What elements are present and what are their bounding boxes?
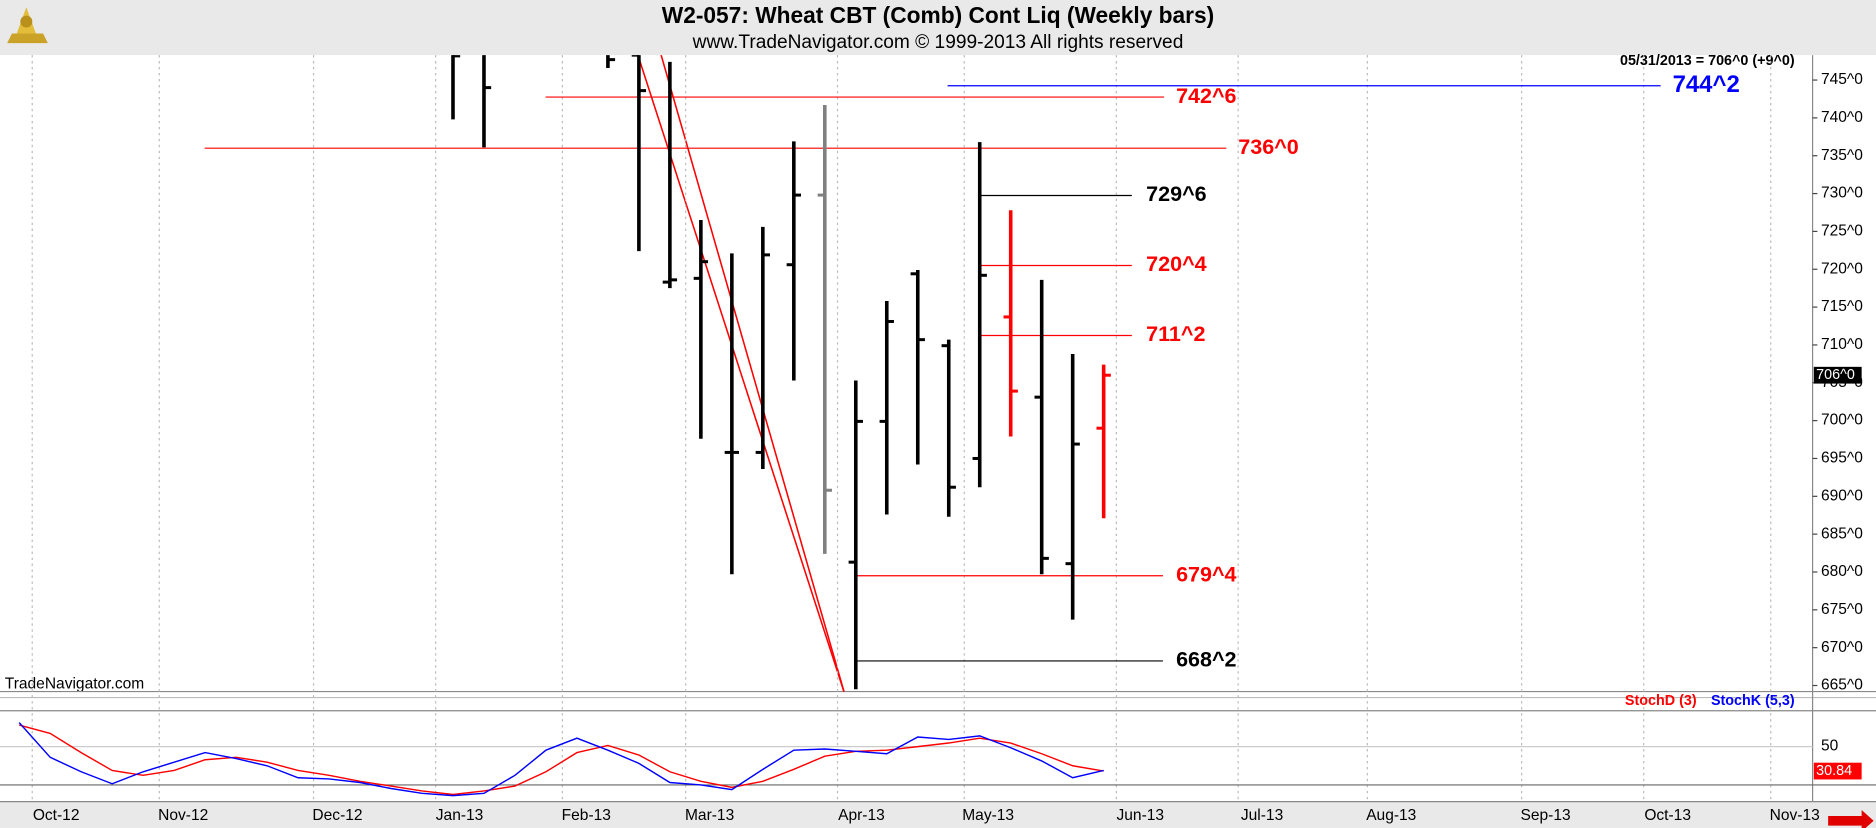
x-tick-label: Mar-13 — [685, 807, 734, 824]
level-label: 711^2 — [1146, 322, 1205, 346]
x-tick-label: Sep-13 — [1521, 807, 1571, 824]
y-tick-label: 735^0 — [1821, 147, 1863, 164]
y-tick-label: 730^0 — [1821, 185, 1863, 202]
y-tick-label: 710^0 — [1821, 336, 1863, 353]
scroll-arrow[interactable] — [1828, 810, 1874, 828]
y-tick-label: 715^0 — [1821, 298, 1863, 315]
header-bg — [0, 0, 1876, 56]
quote: 05/31/2013 = 706^0 (+9^0) — [1620, 53, 1795, 69]
y-tick-label: 685^0 — [1821, 525, 1863, 542]
y-tick-label: 740^0 — [1821, 109, 1863, 126]
series-line — [19, 724, 1104, 796]
legend-entry: StochD (3) — [1625, 693, 1697, 709]
level-label: 744^2 — [1673, 71, 1740, 98]
watermark: TradeNavigator.com — [5, 676, 144, 693]
last-value-label: 30.84 — [1816, 763, 1852, 779]
trend-line — [660, 55, 845, 692]
x-axis-bg — [0, 801, 1876, 828]
trend-lines — [637, 55, 845, 692]
y-tick-label: 725^0 — [1821, 223, 1863, 240]
y-tick-label: 680^0 — [1821, 563, 1863, 580]
x-tick-label: Feb-13 — [562, 807, 611, 824]
last-price-label: 706^0 — [1816, 367, 1855, 383]
level-label: 668^2 — [1176, 648, 1236, 672]
x-tick-label: May-13 — [962, 807, 1014, 824]
y-tick-label: 50 — [1821, 738, 1839, 755]
logo — [7, 7, 48, 44]
bars — [451, 55, 1111, 690]
y-tick-label: 720^0 — [1821, 260, 1863, 277]
level-label: 742^6 — [1176, 84, 1236, 108]
last-value-box — [1813, 762, 1862, 780]
y-tick-label: 700^0 — [1821, 412, 1863, 429]
level-label: 679^4 — [1176, 562, 1236, 586]
last-price-box — [1813, 366, 1862, 384]
level-label: 736^0 — [1238, 135, 1298, 159]
trend-line — [637, 55, 845, 692]
y-tick-label: 695^0 — [1821, 450, 1863, 467]
x-tick-label: Dec-12 — [312, 807, 362, 824]
chart-subtitle: www.TradeNavigator.com © 1999-2013 All r… — [692, 32, 1184, 53]
x-tick-label: Oct-12 — [33, 807, 80, 824]
legend-entry: StochK (5,3) — [1711, 693, 1795, 709]
x-tick-label: Oct-13 — [1644, 807, 1691, 824]
y-tick-label: 665^0 — [1821, 677, 1863, 694]
level-label: 729^6 — [1146, 182, 1206, 206]
y-tick-label: 670^0 — [1821, 639, 1863, 656]
y-tick-label: 745^0 — [1821, 71, 1863, 88]
y-tick-label: 690^0 — [1821, 487, 1863, 504]
x-tick-label: Nov-12 — [158, 807, 208, 824]
x-tick-label: Jan-13 — [436, 807, 484, 824]
series-line — [18, 722, 1104, 797]
chart-title: W2-057: Wheat CBT (Comb) Cont Liq (Weekl… — [662, 2, 1214, 28]
lines — [18, 722, 1104, 797]
x-tick-label: Jun-13 — [1117, 807, 1165, 824]
level-label: 720^4 — [1146, 252, 1206, 276]
y-tick-label: 675^0 — [1821, 601, 1863, 618]
x-tick-label: Nov-13 — [1770, 807, 1820, 824]
x-tick-label: Apr-13 — [838, 807, 885, 824]
x-tick-label: Jul-13 — [1241, 807, 1283, 824]
x-tick-label: Aug-13 — [1366, 807, 1416, 824]
